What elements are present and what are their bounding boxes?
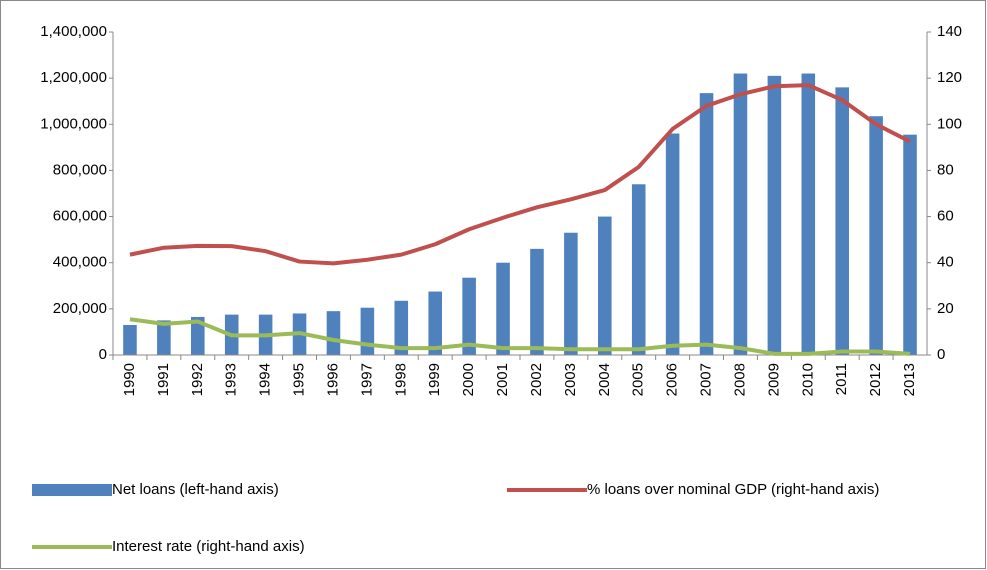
y2-tick-label: 100 — [937, 115, 962, 132]
bar — [326, 311, 341, 355]
y2-tick-label: 20 — [937, 300, 954, 317]
y2-tick-label: 40 — [937, 254, 954, 271]
x-tick-label: 2009 — [765, 363, 782, 396]
x-tick-label: 2012 — [867, 363, 884, 396]
y-tick-label: 1,400,000 — [40, 23, 107, 40]
legend-label: Net loans (left-hand axis) — [112, 481, 279, 498]
bar — [394, 300, 409, 355]
bar — [191, 316, 205, 355]
y2-tick-label: 60 — [937, 208, 954, 225]
line-series — [129, 83, 911, 266]
y-tick-label: 400,000 — [53, 254, 107, 271]
x-tick-label: 2005 — [630, 363, 647, 396]
y-tick-label: 1,000,000 — [40, 115, 107, 132]
bar — [699, 93, 714, 355]
bar — [462, 277, 476, 355]
y2-tick-label: 140 — [937, 23, 962, 40]
bar — [157, 320, 171, 355]
bar — [869, 116, 883, 355]
bar — [733, 73, 748, 356]
bar — [530, 248, 544, 355]
bar — [428, 291, 442, 355]
x-tick-label: 2011 — [833, 363, 850, 395]
x-tick-label: 1991 — [155, 363, 172, 396]
x-tick-label: 1995 — [291, 363, 308, 396]
x-tick-label: 1992 — [189, 363, 206, 396]
x-tick-label: 1994 — [257, 363, 274, 396]
y2-tick-label: 0 — [937, 346, 945, 363]
bar — [564, 232, 578, 355]
y-tick-label: 600,000 — [53, 208, 107, 225]
x-tick-label: 1999 — [426, 363, 443, 396]
y-tick-label: 1,200,000 — [40, 69, 107, 86]
bar — [123, 325, 137, 355]
x-tick-label: 1990 — [121, 363, 138, 396]
legend-label: Interest rate (right-hand axis) — [112, 538, 305, 555]
bar — [767, 75, 782, 355]
x-tick-label: 2008 — [731, 363, 748, 396]
bar — [835, 87, 849, 355]
y-tick-label: 0 — [99, 346, 107, 363]
bar — [903, 134, 917, 355]
bar — [598, 216, 612, 355]
bar — [631, 184, 646, 355]
line-series — [129, 317, 911, 356]
x-tick-label: 2010 — [799, 363, 816, 396]
x-tick-label: 1993 — [223, 363, 240, 396]
x-tick-label: 2004 — [596, 363, 613, 396]
legend-label: % loans over nominal GDP (right-hand axi… — [587, 481, 879, 498]
y2-tick-label: 80 — [937, 161, 954, 178]
x-tick-label: 2002 — [528, 363, 545, 396]
x-tick-label: 1998 — [392, 363, 409, 396]
bar — [801, 73, 816, 356]
bar — [496, 262, 510, 355]
x-tick-label: 2007 — [698, 363, 715, 396]
x-tick-label: 2013 — [901, 363, 918, 396]
bar — [665, 133, 680, 355]
x-tick-label: 1997 — [358, 363, 375, 396]
x-tick-label: 2003 — [562, 363, 579, 396]
x-tick-label: 2000 — [460, 363, 477, 396]
y-tick-label: 200,000 — [53, 300, 107, 317]
x-tick-label: 2001 — [494, 363, 511, 396]
x-tick-label: 1996 — [324, 363, 341, 396]
legend-swatch — [32, 484, 112, 496]
x-tick-label: 2006 — [664, 363, 681, 396]
bar — [360, 307, 375, 355]
y2-tick-label: 120 — [937, 69, 962, 86]
y-tick-label: 800,000 — [53, 161, 107, 178]
